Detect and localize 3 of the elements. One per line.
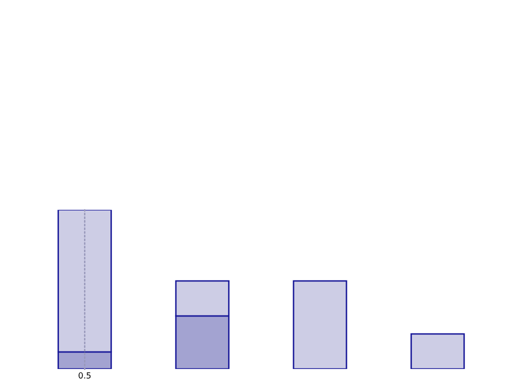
text: 0.5 xyxy=(78,372,91,379)
bar xyxy=(410,333,465,369)
bar xyxy=(292,280,348,369)
